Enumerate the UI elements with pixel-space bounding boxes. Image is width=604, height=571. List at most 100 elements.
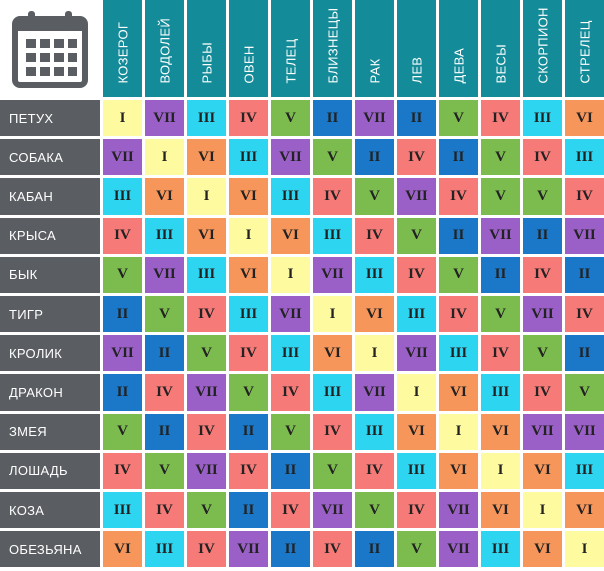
compatibility-cell: VI — [523, 531, 562, 568]
calendar-icon — [12, 11, 88, 88]
compatibility-cell: III — [145, 217, 184, 254]
compatibility-cell: V — [481, 296, 520, 333]
compatibility-cell: III — [523, 100, 562, 137]
compatibility-cell: III — [313, 217, 352, 254]
column-header: КОЗЕРОГ — [103, 0, 142, 97]
compatibility-cell: III — [439, 335, 478, 372]
row-header: КРОЛИК — [0, 335, 100, 372]
compatibility-cell: VII — [565, 413, 604, 450]
compatibility-cell: V — [313, 452, 352, 489]
column-header-label: РАК — [367, 58, 382, 84]
compatibility-cell: III — [103, 178, 142, 215]
compatibility-cell: VI — [355, 296, 394, 333]
column-header: РАК — [355, 0, 394, 97]
column-header-label: ОВЕН — [241, 45, 256, 84]
compatibility-cell: VII — [355, 374, 394, 411]
compatibility-cell: IV — [313, 413, 352, 450]
compatibility-cell: IV — [271, 374, 310, 411]
compatibility-cell: VI — [523, 452, 562, 489]
compatibility-cell: I — [523, 492, 562, 529]
compatibility-cell: VII — [439, 492, 478, 529]
compatibility-cell: VII — [187, 374, 226, 411]
compatibility-cell: VII — [523, 296, 562, 333]
compatibility-cell: V — [355, 178, 394, 215]
column-header-label: ТЕЛЕЦ — [283, 38, 298, 84]
column-header: СКОРПИОН — [523, 0, 562, 97]
compatibility-cell: VII — [397, 335, 436, 372]
compatibility-cell: IV — [229, 335, 268, 372]
compatibility-cell: III — [187, 100, 226, 137]
column-header-label: ВОДОЛЕЙ — [157, 18, 172, 84]
compatibility-cell: I — [565, 531, 604, 568]
compatibility-cell: VI — [439, 374, 478, 411]
compatibility-cell: II — [355, 139, 394, 176]
compatibility-cell: IV — [313, 531, 352, 568]
compatibility-cell: V — [145, 452, 184, 489]
compatibility-cell: VI — [397, 413, 436, 450]
row-header: ЗМЕЯ — [0, 413, 100, 450]
compatibility-cell: VII — [103, 335, 142, 372]
compatibility-cell: IV — [187, 531, 226, 568]
row-header: КОЗА — [0, 492, 100, 529]
compatibility-cell: I — [229, 217, 268, 254]
compatibility-cell: II — [145, 413, 184, 450]
compatibility-cell: IV — [187, 296, 226, 333]
compatibility-cell: III — [103, 492, 142, 529]
compatibility-cell: IV — [313, 178, 352, 215]
compatibility-cell: I — [271, 256, 310, 293]
compatibility-cell: III — [355, 256, 394, 293]
compatibility-cell: V — [565, 374, 604, 411]
compatibility-cell: IV — [145, 374, 184, 411]
compatibility-cell: V — [271, 100, 310, 137]
compatibility-cell: V — [523, 178, 562, 215]
compatibility-cell: VII — [355, 100, 394, 137]
compatibility-cell: V — [397, 217, 436, 254]
compatibility-cell: VI — [481, 413, 520, 450]
compatibility-cell: III — [397, 452, 436, 489]
compatibility-cell: II — [523, 217, 562, 254]
compatibility-cell: IV — [523, 256, 562, 293]
row-header: ЛОШАДЬ — [0, 452, 100, 489]
compatibility-cell: I — [397, 374, 436, 411]
compatibility-cell: V — [439, 256, 478, 293]
compatibility-cell: VI — [187, 139, 226, 176]
column-header: ВЕСЫ — [481, 0, 520, 97]
compatibility-cell: V — [103, 256, 142, 293]
compatibility-cell: IV — [481, 335, 520, 372]
compatibility-cell: IV — [523, 139, 562, 176]
compatibility-cell: VI — [103, 531, 142, 568]
compatibility-cell: III — [271, 178, 310, 215]
compatibility-cell: II — [271, 452, 310, 489]
compatibility-cell: III — [397, 296, 436, 333]
compatibility-cell: IV — [523, 374, 562, 411]
compatibility-cell: VI — [565, 492, 604, 529]
column-header: БЛИЗНЕЦЫ — [313, 0, 352, 97]
compatibility-cell: VI — [313, 335, 352, 372]
compatibility-cell: VI — [229, 256, 268, 293]
compatibility-cell: VII — [103, 139, 142, 176]
compatibility-cell: I — [439, 413, 478, 450]
compatibility-cell: I — [313, 296, 352, 333]
compatibility-cell: IV — [397, 492, 436, 529]
compatibility-cell: V — [439, 100, 478, 137]
compatibility-cell: VI — [145, 178, 184, 215]
compatibility-cell: IV — [187, 413, 226, 450]
compatibility-cell: II — [103, 374, 142, 411]
compatibility-cell: V — [481, 139, 520, 176]
column-header: ВОДОЛЕЙ — [145, 0, 184, 97]
compatibility-cell: I — [145, 139, 184, 176]
row-header: КАБАН — [0, 178, 100, 215]
compatibility-cell: II — [481, 256, 520, 293]
compatibility-cell: V — [187, 492, 226, 529]
compatibility-cell: I — [481, 452, 520, 489]
compatibility-cell: II — [439, 217, 478, 254]
compatibility-cell: V — [271, 413, 310, 450]
compatibility-cell: II — [103, 296, 142, 333]
row-header: БЫК — [0, 256, 100, 293]
compatibility-cell: IV — [103, 452, 142, 489]
compatibility-cell: II — [145, 335, 184, 372]
column-header: ОВЕН — [229, 0, 268, 97]
compatibility-cell: VI — [439, 452, 478, 489]
column-header-label: СКОРПИОН — [535, 7, 550, 84]
